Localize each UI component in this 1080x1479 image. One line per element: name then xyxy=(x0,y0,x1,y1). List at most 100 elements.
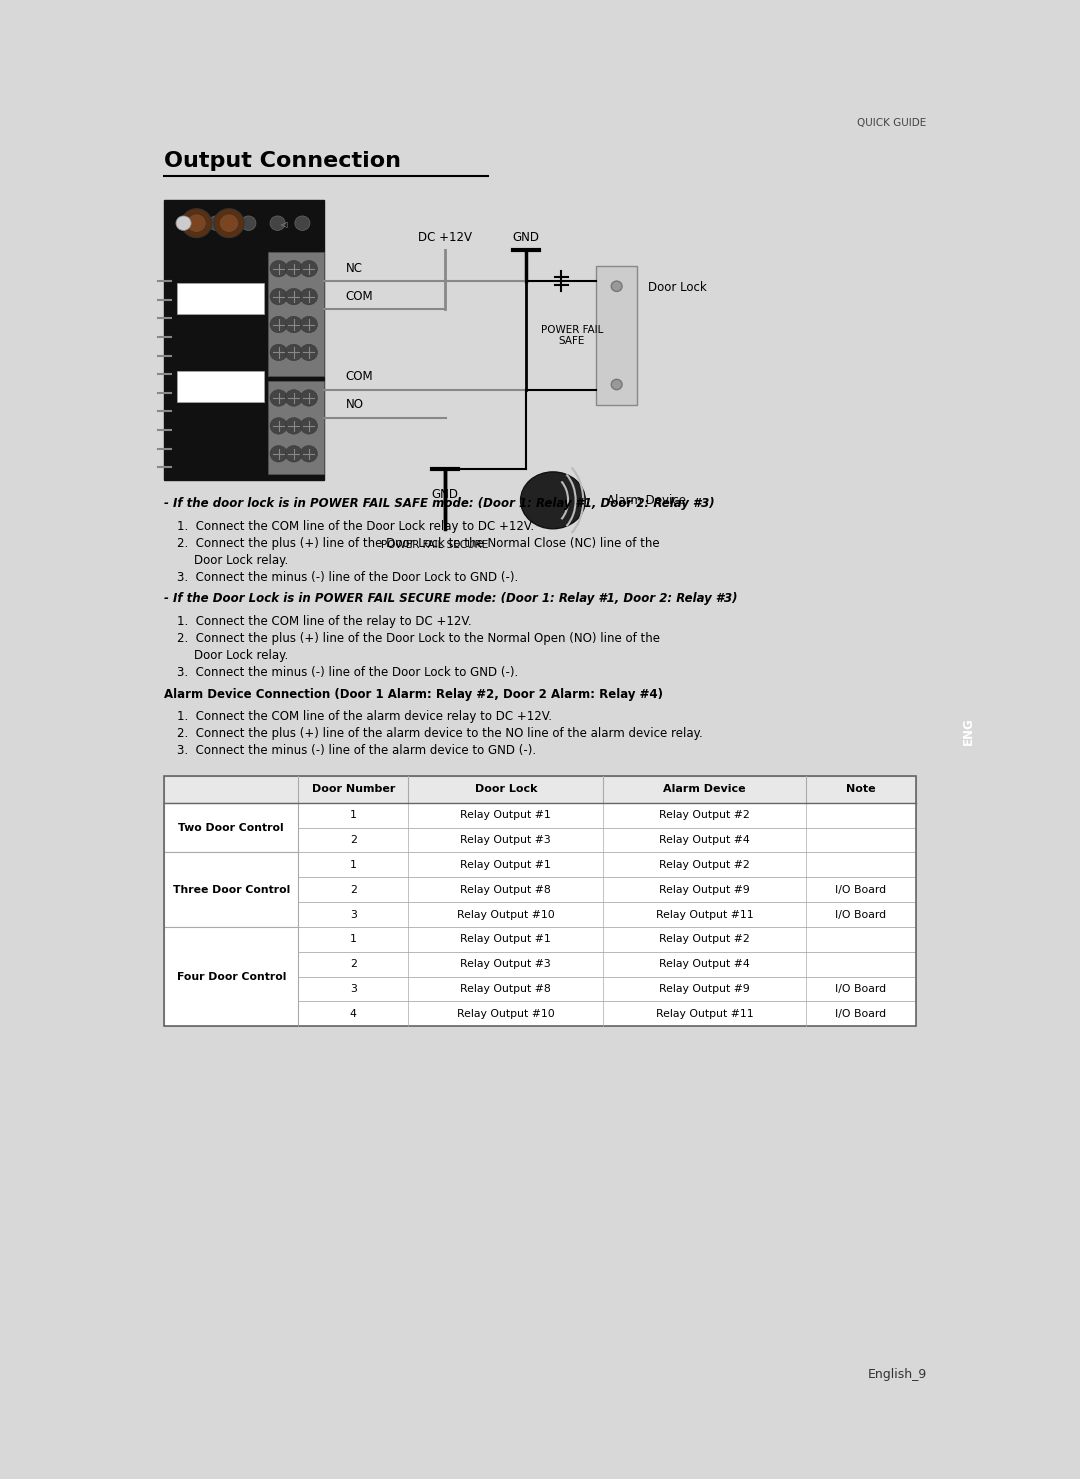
Text: Four Door Control: Four Door Control xyxy=(177,972,286,982)
Text: Relay Output #4: Relay Output #4 xyxy=(660,960,751,969)
Text: NO: NO xyxy=(346,398,364,411)
Circle shape xyxy=(176,216,191,231)
Text: 2.  Connect the plus (+) line of the alarm device to the NO line of the alarm de: 2. Connect the plus (+) line of the alar… xyxy=(177,728,703,741)
Circle shape xyxy=(270,445,287,461)
Text: POWER FAIL SECURE: POWER FAIL SECURE xyxy=(380,540,488,550)
Text: 4: 4 xyxy=(350,1009,356,1019)
Text: COM: COM xyxy=(346,290,374,303)
Text: I/O Board: I/O Board xyxy=(835,884,887,895)
Text: Relay Output #11: Relay Output #11 xyxy=(656,910,754,920)
Circle shape xyxy=(300,345,318,361)
Text: Relay Output #11: Relay Output #11 xyxy=(656,1009,754,1019)
Text: Output Connection: Output Connection xyxy=(164,151,401,170)
Bar xyxy=(164,1001,916,1026)
Circle shape xyxy=(300,317,318,333)
Text: 1: 1 xyxy=(350,935,356,944)
Circle shape xyxy=(270,389,287,407)
Circle shape xyxy=(285,417,302,435)
Circle shape xyxy=(611,379,622,389)
Bar xyxy=(164,927,298,1026)
Text: 1: 1 xyxy=(350,859,356,870)
Bar xyxy=(164,803,298,852)
Text: Relay Output #8: Relay Output #8 xyxy=(460,884,551,895)
Text: Note: Note xyxy=(846,784,876,794)
Circle shape xyxy=(270,260,287,277)
Text: 2: 2 xyxy=(350,884,356,895)
Circle shape xyxy=(270,216,285,231)
Text: NC: NC xyxy=(346,262,363,275)
Text: GND: GND xyxy=(432,488,459,501)
Text: GND: GND xyxy=(513,231,540,244)
Text: QUICK GUIDE: QUICK GUIDE xyxy=(858,118,927,127)
Text: Relay Output #1: Relay Output #1 xyxy=(460,935,551,944)
Circle shape xyxy=(611,281,622,291)
Bar xyxy=(164,976,916,1001)
Bar xyxy=(164,201,324,479)
Circle shape xyxy=(270,417,287,435)
Circle shape xyxy=(300,288,318,305)
Text: Relay Output #3: Relay Output #3 xyxy=(460,836,551,845)
Text: Alarm Device: Alarm Device xyxy=(663,784,746,794)
Bar xyxy=(164,951,916,976)
Ellipse shape xyxy=(521,472,585,529)
Text: Door Lock: Door Lock xyxy=(474,784,537,794)
Circle shape xyxy=(285,389,302,407)
Text: Relay Output #2: Relay Output #2 xyxy=(660,859,751,870)
Text: Relay Output #8: Relay Output #8 xyxy=(460,984,551,994)
Text: Relay Output #1: Relay Output #1 xyxy=(460,859,551,870)
Bar xyxy=(164,852,298,927)
Bar xyxy=(164,927,916,951)
Text: DC +12V: DC +12V xyxy=(418,231,472,244)
Text: Two Door Control: Two Door Control xyxy=(178,822,284,833)
Text: Relay Output #10: Relay Output #10 xyxy=(457,910,555,920)
Text: Relay Output #3: Relay Output #3 xyxy=(460,960,551,969)
Text: Relay Output #9: Relay Output #9 xyxy=(660,984,751,994)
Text: POWER FAIL
SAFE: POWER FAIL SAFE xyxy=(541,324,603,346)
Circle shape xyxy=(285,317,302,333)
Bar xyxy=(177,371,264,402)
Text: 2.  Connect the plus (+) line of the Door Lock to the Normal Open (NO) line of t: 2. Connect the plus (+) line of the Door… xyxy=(177,632,660,645)
Circle shape xyxy=(295,216,310,231)
Bar xyxy=(268,251,324,376)
Bar xyxy=(268,382,324,475)
Circle shape xyxy=(208,216,224,231)
Text: 1: 1 xyxy=(350,810,356,821)
Text: 2: 2 xyxy=(350,960,356,969)
Bar xyxy=(164,776,916,1026)
Text: Three Door Control: Three Door Control xyxy=(173,884,289,895)
Circle shape xyxy=(300,417,318,435)
Circle shape xyxy=(300,389,318,407)
Text: Relay Output #9: Relay Output #9 xyxy=(660,884,751,895)
Text: I/O Board: I/O Board xyxy=(835,910,887,920)
Bar xyxy=(164,902,916,927)
Text: 3: 3 xyxy=(350,910,356,920)
Text: Relay Output #2: Relay Output #2 xyxy=(660,810,751,821)
Text: 1.  Connect the COM line of the relay to DC +12V.: 1. Connect the COM line of the relay to … xyxy=(177,615,472,629)
Bar xyxy=(164,877,916,902)
Text: 3: 3 xyxy=(350,984,356,994)
Text: Relay Output #1: Relay Output #1 xyxy=(460,810,551,821)
Circle shape xyxy=(241,216,256,231)
Text: - If the door lock is in POWER FAIL SAFE mode: (Door 1: Relay #1, Door 2: Relay : - If the door lock is in POWER FAIL SAFE… xyxy=(164,497,715,510)
Bar xyxy=(164,852,916,877)
Circle shape xyxy=(176,216,191,231)
Circle shape xyxy=(285,345,302,361)
Text: I/O Board: I/O Board xyxy=(835,1009,887,1019)
Text: Relay Output #4: Relay Output #4 xyxy=(660,836,751,845)
Text: Relay Output #2: Relay Output #2 xyxy=(660,935,751,944)
Text: I/O Board: I/O Board xyxy=(835,984,887,994)
Text: 1.  Connect the COM line of the Door Lock relay to DC +12V.: 1. Connect the COM line of the Door Lock… xyxy=(177,521,535,532)
Circle shape xyxy=(300,445,318,461)
Text: 3.  Connect the minus (-) line of the Door Lock to GND (-).: 3. Connect the minus (-) line of the Doo… xyxy=(177,571,518,584)
Text: 1.  Connect the COM line of the alarm device relay to DC +12V.: 1. Connect the COM line of the alarm dev… xyxy=(177,710,552,723)
Text: Door Lock relay.: Door Lock relay. xyxy=(194,649,288,663)
Text: - If the Door Lock is in POWER FAIL SECURE mode: (Door 1: Relay #1, Door 2: Rela: - If the Door Lock is in POWER FAIL SECU… xyxy=(164,593,738,605)
Text: English_9: English_9 xyxy=(867,1368,927,1381)
Bar xyxy=(164,776,916,803)
Text: ◁: ◁ xyxy=(280,220,286,229)
Circle shape xyxy=(300,260,318,277)
Bar xyxy=(164,803,916,828)
Text: 3.  Connect the minus (-) line of the Door Lock to GND (-).: 3. Connect the minus (-) line of the Doo… xyxy=(177,667,518,679)
Circle shape xyxy=(270,345,287,361)
Text: Door Lock: Door Lock xyxy=(648,281,706,294)
